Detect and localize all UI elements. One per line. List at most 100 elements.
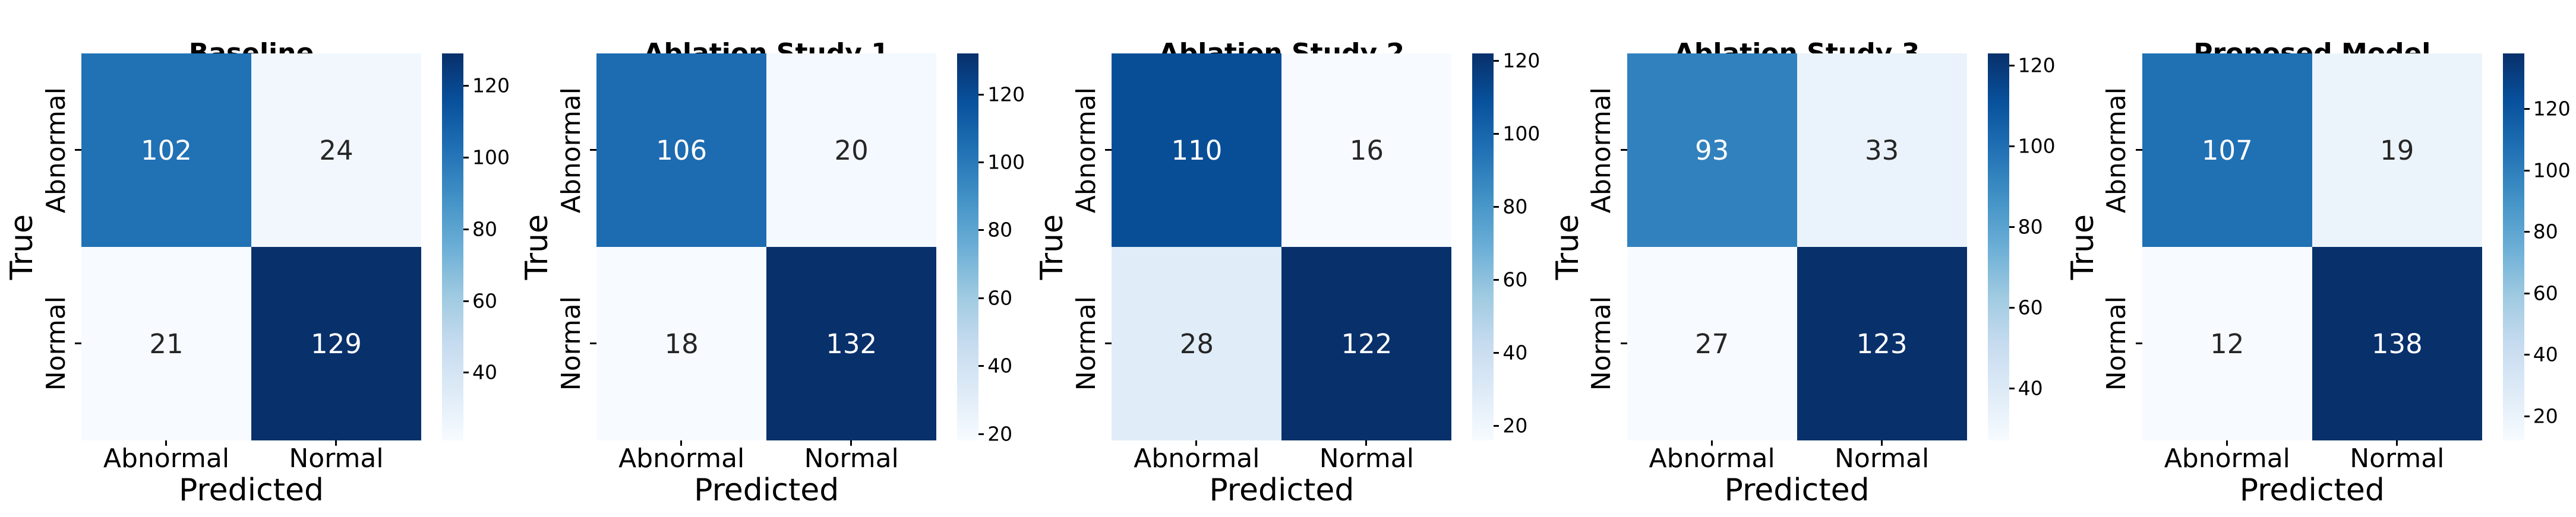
heatmap-grid: 102 24 21 129 — [81, 53, 421, 440]
colorbar — [442, 53, 463, 440]
heatmap-cell-true-abnormal-pred-abnormal: 110 — [1112, 53, 1282, 247]
heatmap-cell-true-abnormal-pred-abnormal: 106 — [596, 53, 767, 247]
cell-value: 93 — [1694, 134, 1729, 166]
colorbar-tick-label: 120 — [2018, 53, 2056, 77]
x-tick-label-normal: Normal — [289, 443, 384, 474]
heatmap-cell-true-abnormal-pred-abnormal: 107 — [2142, 53, 2312, 247]
colorbar-tick-label: 40 — [987, 354, 1013, 378]
colorbar-tick-mark — [2524, 292, 2530, 294]
x-tick-mark — [1710, 440, 1713, 446]
y-tick-mark — [1105, 342, 1112, 344]
y-axis-label-box: True — [4, 53, 40, 440]
colorbar-tick-mark — [463, 157, 469, 159]
y-tick-mark — [1620, 149, 1627, 151]
colorbar-tick-mark — [2524, 231, 2530, 233]
y-axis-label: True — [1549, 214, 1586, 280]
cell-value: 106 — [656, 134, 708, 166]
cell-value: 19 — [2380, 134, 2414, 166]
colorbar-tick-mark — [2009, 65, 2015, 67]
x-tick-mark — [335, 440, 337, 446]
colorbar-tick-mark — [978, 365, 984, 367]
x-axis-label: Predicted — [1724, 472, 1870, 508]
colorbar-tick-mark — [2009, 387, 2015, 389]
cell-value: 110 — [1171, 134, 1223, 166]
x-tick-label-normal: Normal — [1834, 443, 1930, 474]
confusion-matrix-panel: Ablation Study 3 True Abnormal Normal 93… — [1546, 0, 2062, 517]
y-tick-mark — [75, 342, 81, 344]
y-tick-label-abnormal-text: Abnormal — [555, 87, 586, 214]
y-tick-label-normal-text: Normal — [1071, 296, 1101, 391]
y-axis-label-box: True — [519, 53, 555, 440]
cell-value: 102 — [141, 134, 192, 166]
x-tick-label-abnormal: Abnormal — [103, 443, 230, 474]
y-tick-label-normal-text: Normal — [2101, 296, 2132, 391]
heatmap-cell-true-abnormal-pred-normal: 33 — [1797, 53, 1967, 247]
colorbar-tick-mark — [1494, 425, 1499, 427]
x-tick-mark — [1365, 440, 1368, 446]
x-tick-mark — [680, 440, 683, 446]
x-tick-mark — [1880, 440, 1883, 446]
colorbar-tick-label: 120 — [472, 74, 510, 97]
cell-value: 132 — [826, 328, 877, 360]
cell-value: 123 — [1856, 328, 1908, 360]
colorbar-tick-label: 80 — [2018, 215, 2043, 239]
cell-value: 28 — [1179, 328, 1214, 360]
heatmap-cell-true-abnormal-pred-normal: 16 — [1281, 53, 1452, 247]
cell-value: 24 — [319, 134, 353, 166]
heatmap-cell-true-normal-pred-abnormal: 27 — [1627, 247, 1797, 440]
x-tick-label-normal: Normal — [2350, 443, 2445, 474]
colorbar-tick-label: 40 — [2018, 376, 2043, 400]
y-tick-mark — [590, 342, 597, 344]
colorbar-tick-label: 120 — [987, 83, 1025, 106]
colorbar-tick-label: 120 — [1502, 49, 1540, 72]
colorbar-tick-label: 100 — [2533, 158, 2571, 182]
cell-value: 129 — [311, 328, 362, 360]
x-tick-mark — [165, 440, 167, 446]
x-axis-label: Predicted — [694, 472, 839, 508]
y-tick-label-abnormal: Abnormal — [39, 53, 72, 247]
heatmap-cell-true-abnormal-pred-normal: 20 — [766, 53, 937, 247]
colorbar-tick-mark — [2009, 306, 2015, 309]
y-tick-mark — [1105, 149, 1112, 151]
heatmap-cell-true-abnormal-pred-normal: 19 — [2312, 53, 2482, 247]
x-axis-label: Predicted — [2239, 472, 2385, 508]
cell-value: 16 — [1349, 134, 1384, 166]
cell-value: 21 — [149, 328, 184, 360]
colorbar-tick-mark — [978, 161, 984, 164]
colorbar-tick-mark — [2524, 169, 2530, 172]
x-axis-label: Predicted — [178, 472, 324, 508]
colorbar-tick-label: 100 — [1502, 122, 1540, 145]
colorbar-tick-label: 60 — [2533, 281, 2558, 305]
heatmap-cell-true-normal-pred-normal: 123 — [1797, 247, 1967, 440]
y-tick-label-abnormal-text: Abnormal — [1071, 87, 1101, 214]
colorbar-tick-label: 80 — [2533, 220, 2558, 243]
heatmap-grid: 110 16 28 122 — [1112, 53, 1452, 440]
heatmap-cell-true-normal-pred-normal: 132 — [766, 247, 937, 440]
colorbar-tick-mark — [2009, 226, 2015, 229]
x-tick-label-normal: Normal — [804, 443, 899, 474]
y-tick-mark — [2135, 149, 2142, 151]
colorbar — [2502, 53, 2524, 440]
y-tick-label-abnormal-text: Abnormal — [1586, 87, 1617, 214]
colorbar-tick-mark — [978, 229, 984, 231]
cell-value: 33 — [1864, 134, 1899, 166]
colorbar-tick-mark — [1494, 352, 1499, 354]
colorbar-tick-label: 100 — [987, 150, 1025, 174]
cell-value: 138 — [2371, 328, 2423, 360]
colorbar-tick-mark — [2009, 145, 2015, 148]
colorbar-tick-mark — [1494, 279, 1499, 281]
y-axis-label: True — [1034, 214, 1071, 280]
colorbar-tick-label: 60 — [1502, 268, 1528, 291]
colorbar-tick-label: 20 — [2533, 404, 2558, 428]
cell-value: 27 — [1694, 328, 1729, 360]
y-tick-label-abnormal: Abnormal — [554, 53, 588, 247]
cell-value: 122 — [1341, 328, 1393, 360]
y-tick-label-normal: Normal — [39, 247, 72, 440]
y-tick-label-normal-text: Normal — [40, 296, 71, 391]
colorbar-tick-mark — [2524, 354, 2530, 356]
heatmap-cell-true-abnormal-pred-abnormal: 102 — [81, 53, 251, 247]
y-tick-mark — [1620, 342, 1627, 344]
heatmap-cell-true-abnormal-pred-normal: 24 — [251, 53, 421, 247]
colorbar-tick-mark — [1494, 133, 1499, 135]
colorbar-tick-mark — [463, 85, 469, 87]
